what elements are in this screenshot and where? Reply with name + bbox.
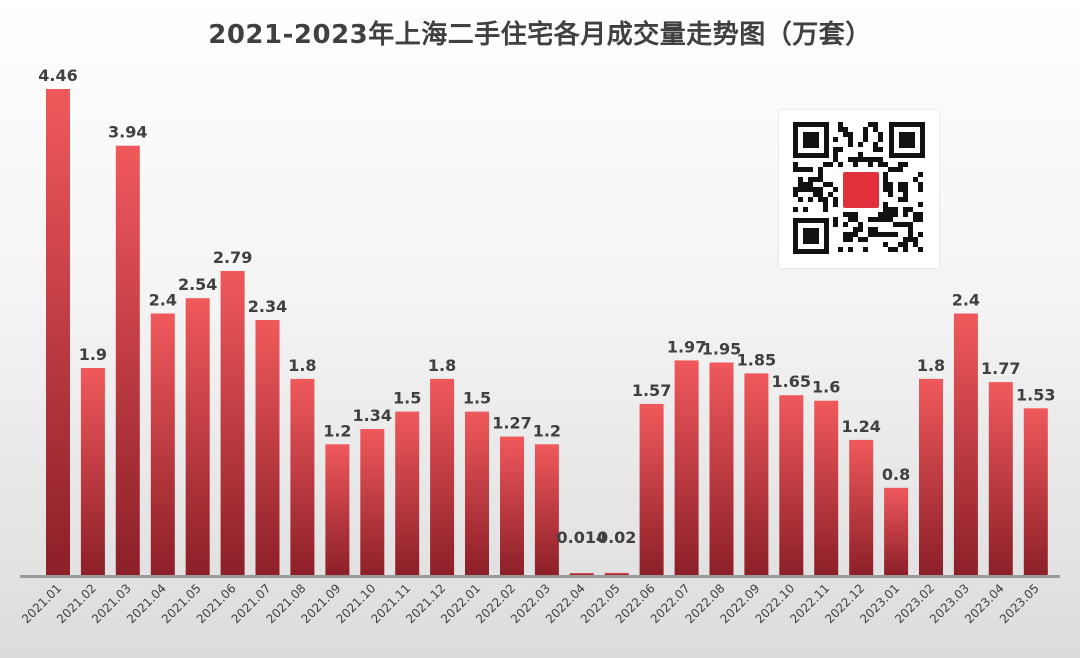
bar-2021.01 xyxy=(46,89,70,575)
bar-2022.03 xyxy=(534,444,559,576)
qr-code-icon xyxy=(779,110,939,268)
qr-logo-icon xyxy=(841,170,881,210)
bar-2023.04 xyxy=(988,382,1013,575)
data-label-2021.07: 2.34 xyxy=(248,297,287,316)
bar-2023.05 xyxy=(1023,408,1048,575)
bar-2022.06 xyxy=(639,403,664,575)
bar-2022.01 xyxy=(465,411,489,575)
bar-2021.07 xyxy=(255,320,280,575)
data-label-2021.08: 1.8 xyxy=(288,356,316,375)
data-label-2021.10: 1.34 xyxy=(353,406,392,425)
data-label-2021.03: 3.94 xyxy=(108,123,147,142)
data-label-2022.12: 1.24 xyxy=(841,417,880,436)
bar-2022.11 xyxy=(814,400,839,575)
x-axis-baseline xyxy=(20,575,1060,578)
data-label-2022.06: 1.57 xyxy=(632,381,671,400)
bar-2023.02 xyxy=(919,378,943,575)
data-label-2023.03: 2.4 xyxy=(952,291,980,310)
bar-2022.05 xyxy=(604,572,629,575)
data-label-2022.09: 1.85 xyxy=(737,350,776,369)
bar-2022.07 xyxy=(674,360,699,575)
bar-2022.12 xyxy=(849,439,874,575)
bar-2023.03 xyxy=(953,313,978,575)
bar-2021.11 xyxy=(395,411,420,575)
data-label-2021.01: 4.46 xyxy=(38,66,77,85)
data-label-2021.09: 1.2 xyxy=(323,421,351,440)
bar-2021.10 xyxy=(360,429,385,575)
data-label-2023.05: 1.53 xyxy=(1016,385,1055,404)
data-label-2022.02: 1.27 xyxy=(492,414,531,433)
chart-title: 2021-2023年上海二手住宅各月成交量走势图（万套） xyxy=(208,20,872,50)
data-label-2021.02: 1.9 xyxy=(79,345,107,364)
bar-2021.12 xyxy=(430,378,455,575)
qr-code-graphic xyxy=(793,122,925,254)
data-label-2021.04: 2.4 xyxy=(149,291,177,310)
data-label-2021.05: 2.54 xyxy=(178,275,217,294)
data-label-2022.05: 0.02 xyxy=(597,528,636,547)
bar-2022.09 xyxy=(744,373,769,575)
data-label-2021.12: 1.8 xyxy=(428,356,456,375)
bar-2021.03 xyxy=(115,145,140,575)
bar-2021.09 xyxy=(325,444,350,576)
data-label-2022.08: 1.95 xyxy=(702,340,741,359)
data-label-2023.04: 1.77 xyxy=(981,359,1020,378)
bar-2021.04 xyxy=(150,313,175,575)
data-label-2022.07: 1.97 xyxy=(667,337,706,356)
data-label-2022.03: 1.2 xyxy=(533,421,561,440)
data-label-2021.06: 2.79 xyxy=(213,248,252,267)
data-label-2022.10: 1.65 xyxy=(772,372,811,391)
bar-2021.08 xyxy=(290,378,315,575)
bar-2023.01 xyxy=(884,487,909,575)
bar-2021.06 xyxy=(220,271,245,575)
data-label-2022.01: 1.5 xyxy=(463,389,491,408)
bar-2022.10 xyxy=(779,395,804,575)
bar-2022.04 xyxy=(569,573,594,575)
bar-2022.02 xyxy=(500,436,524,575)
data-label-2023.02: 1.8 xyxy=(917,356,945,375)
bar-2022.08 xyxy=(709,362,734,575)
data-label-2021.11: 1.5 xyxy=(393,389,421,408)
data-label-2022.04: 0.014 xyxy=(556,528,607,547)
bar-2021.05 xyxy=(185,298,210,575)
data-label-2022.11: 1.6 xyxy=(812,378,840,397)
data-label-2023.01: 0.8 xyxy=(882,465,910,484)
bar-2021.02 xyxy=(80,368,105,575)
